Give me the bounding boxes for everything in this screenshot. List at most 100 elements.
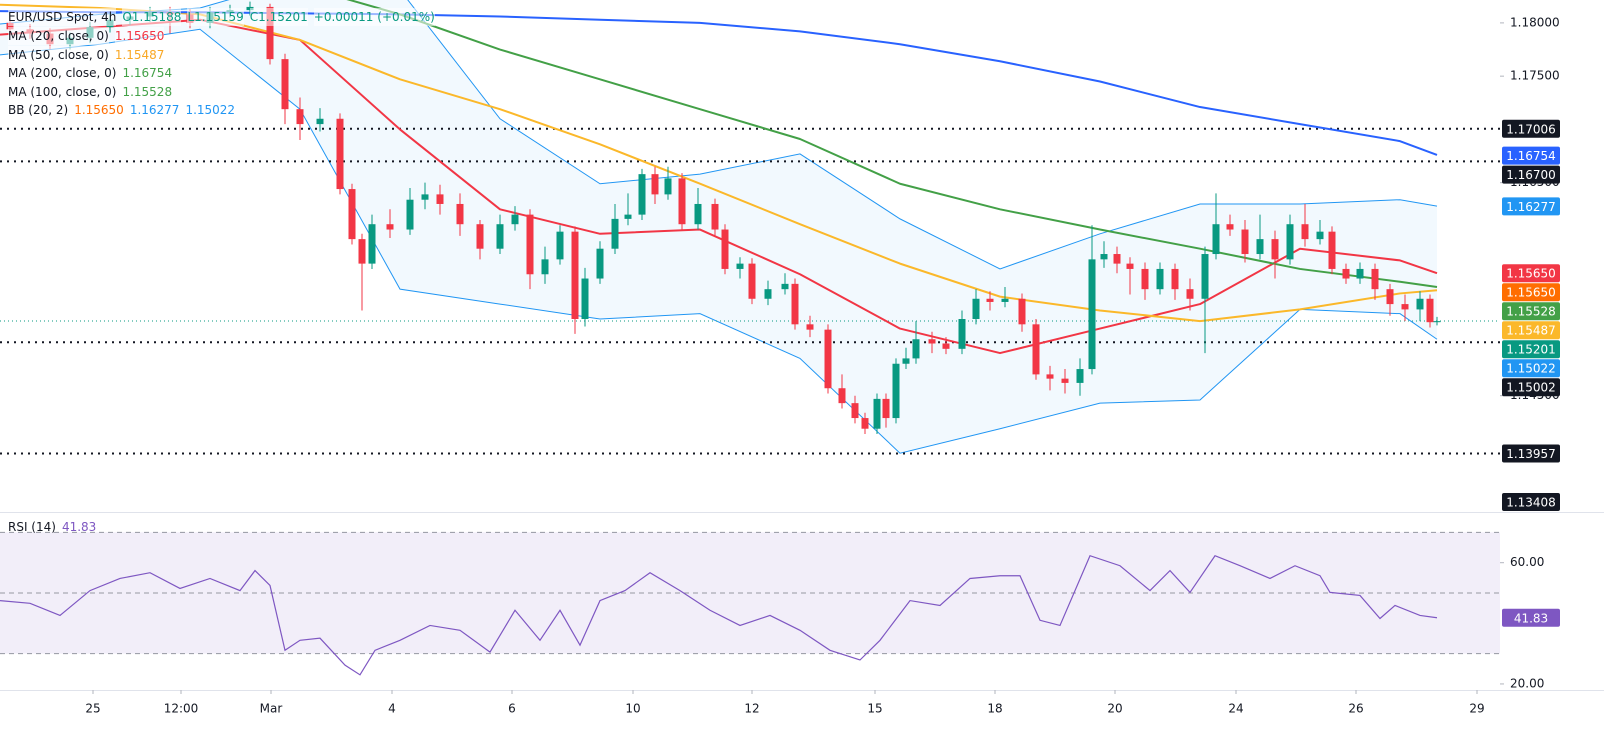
ohlc-label: O1.15188: [122, 8, 182, 26]
candle-body: [851, 403, 859, 419]
candle-body: [611, 218, 619, 249]
candle-body: [651, 174, 659, 195]
price-pane: [0, 0, 1500, 455]
price-badge: [1502, 340, 1560, 359]
candle-body: [1171, 268, 1179, 290]
legend-value: 1.15528: [122, 82, 173, 101]
candle-body: [296, 109, 304, 125]
candle-body: [368, 224, 376, 264]
candle-body: [436, 194, 444, 204]
price-badge: [1502, 146, 1560, 165]
candle-body: [1032, 324, 1040, 375]
candle-body: [1018, 298, 1026, 325]
price-badge-label: 1.16277: [1506, 200, 1556, 214]
candle-body: [694, 203, 702, 225]
candle-body: [1226, 224, 1234, 230]
candle-body: [556, 231, 564, 260]
candle-body: [624, 214, 632, 219]
price-badge: [1502, 197, 1560, 216]
candle-body: [928, 339, 936, 344]
price-badge-label: 1.16700: [1506, 168, 1556, 182]
x-tick-label: 20: [1107, 702, 1122, 716]
bollinger-lower: [0, 28, 1438, 454]
price-badge-label: 1.17006: [1506, 122, 1556, 136]
candle-body: [958, 319, 966, 349]
candle-body: [1113, 254, 1121, 264]
price-badge: [1502, 283, 1560, 302]
candle-body: [1201, 254, 1209, 299]
moving-average-line: [346, 0, 1438, 289]
price-badge: [1502, 359, 1560, 378]
candle-body: [281, 59, 289, 110]
candle-body: [824, 329, 832, 389]
legend-value: 1.15650: [74, 101, 124, 119]
legend-value: 1.16754: [122, 64, 173, 82]
candle-body: [1126, 263, 1134, 269]
rsi-pane: [0, 531, 1500, 676]
price-badge: [1502, 119, 1560, 138]
legend-entry: MA (200, close, 0) 1.16754: [8, 64, 173, 82]
candle-body: [316, 118, 324, 125]
candle-body: [1328, 231, 1336, 269]
price-badge-label: 1.13408: [1506, 496, 1556, 510]
candle-body: [1061, 378, 1069, 383]
candle-body: [496, 224, 504, 249]
price-badge: [1502, 165, 1560, 184]
rsi-legend: RSI (14) 41.83: [8, 518, 96, 536]
candle-body: [386, 224, 394, 230]
legend-value: 1.16277: [129, 101, 180, 119]
candle-body: [526, 214, 534, 275]
candle-body: [873, 398, 881, 429]
ohlc-label: +0.00011 (+0.01%): [313, 8, 435, 26]
candle-body: [1416, 298, 1424, 310]
legend-entry: MA (20, close, 0) 1.15650: [8, 27, 165, 45]
candle-body: [358, 239, 366, 264]
legend-title-row: EUR/USD Spot, 4h O1.15188 L1.15159 C1.1520…: [8, 8, 435, 26]
candle-body: [348, 189, 356, 240]
candle-body: [1001, 298, 1009, 302]
candle-body: [476, 224, 484, 249]
rsi-value-badge-label: 41.83: [1514, 611, 1548, 625]
x-tick-label: 29: [1469, 702, 1484, 716]
x-tick-label: 6: [508, 702, 516, 716]
candle-body: [806, 324, 814, 330]
candle-body: [1286, 224, 1294, 260]
candle-body: [1100, 254, 1108, 260]
candle-body: [664, 178, 672, 195]
candle-body: [861, 418, 869, 429]
candle-body: [1046, 374, 1054, 379]
candle-body: [421, 194, 429, 200]
candle-body: [541, 259, 549, 275]
price-badge: [1502, 302, 1560, 321]
candle-body: [266, 6, 274, 60]
legend-title: EUR/USD Spot, 4h: [8, 8, 117, 26]
candle-body: [511, 214, 519, 225]
price-badge: [1502, 321, 1560, 340]
candle-body: [912, 339, 920, 359]
price-badge-label: 1.15487: [1506, 324, 1556, 338]
rsi-line: [0, 554, 1438, 676]
candle-body: [1271, 239, 1279, 260]
x-tick-label: 24: [1228, 702, 1243, 716]
candle-body: [1356, 268, 1364, 279]
candle-body: [456, 203, 464, 225]
candle-body: [791, 283, 799, 325]
legend-entry: MA (100, close, 0) 1.15528: [8, 82, 173, 101]
candle-body: [781, 283, 789, 290]
moving-average-line: [0, 3, 1438, 323]
candle-body: [1316, 231, 1324, 240]
rsi-value-badge: [1502, 608, 1560, 627]
legend-name: MA (20, close, 0): [8, 27, 109, 45]
candle-body: [1433, 321, 1441, 323]
price-badge-label: 1.16754: [1506, 149, 1556, 163]
y-tick-label: 1.17500: [1510, 69, 1560, 83]
price-badge-label: 1.15650: [1506, 286, 1556, 300]
y-tick-label: 1.18000: [1510, 15, 1560, 29]
candle-body: [1088, 259, 1096, 370]
rsi-y-tick-label: 60.00: [1510, 555, 1544, 569]
legend-name: MA (100, close, 0): [8, 82, 117, 101]
candle-body: [1342, 268, 1350, 279]
candle-body: [986, 298, 994, 302]
candle-body: [6, 22, 14, 30]
